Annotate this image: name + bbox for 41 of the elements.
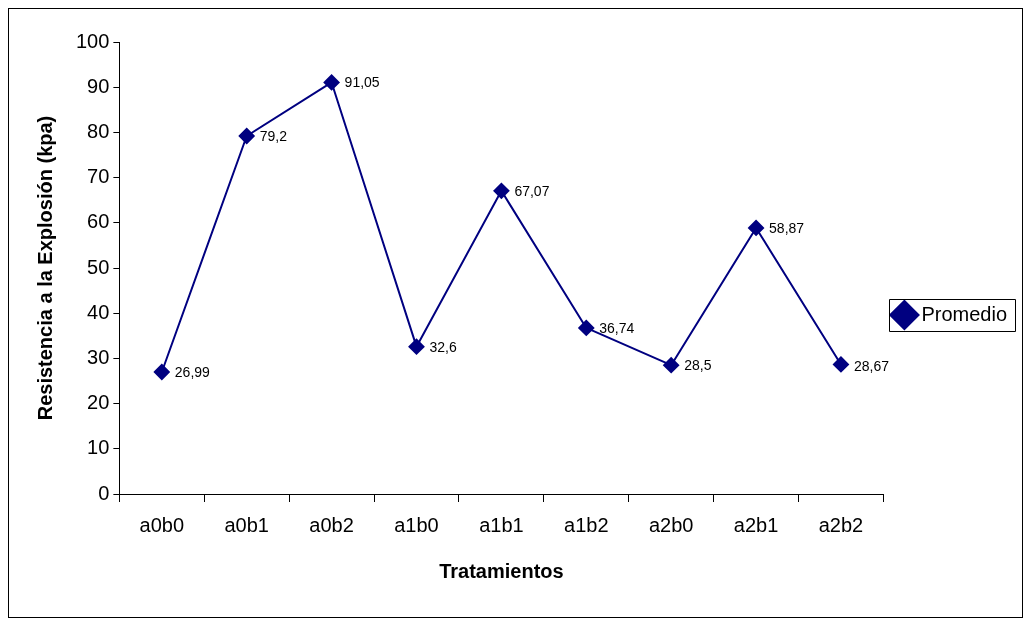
y-tick-label: 30 [87,345,110,368]
point [832,356,849,373]
data-label: 26,99 [174,363,211,380]
y-tick-label: 50 [87,255,110,278]
x-tick-label: a1b1 [479,513,524,536]
x-tick-label: a0b0 [139,513,185,536]
y-axis-title: Resistencia a la Explosión (kpa) [33,115,56,421]
y-tick-label: 40 [87,300,110,323]
data-label: 91,05 [344,74,380,91]
x-tick-label: a0b2 [309,513,354,536]
y-tick-label: 20 [87,391,110,414]
y-tick-label: 60 [87,210,110,233]
point [408,338,425,355]
point [323,74,340,91]
x-tick-label: a2b1 [733,513,779,536]
y-tick-label: 80 [87,119,110,142]
x-tick-label: a2b0 [648,513,694,536]
x-axis-title: Tratamientos [439,559,564,582]
data-label: 28,67 [853,358,890,375]
data-label: 32,6 [429,338,457,355]
data-label: 58,87 [769,219,805,236]
point [493,182,510,199]
y-tick-label: 0 [98,481,110,504]
point [748,219,765,236]
x-tick-label: a0b1 [224,513,269,536]
data-label: 28,5 [684,357,712,374]
data-label: 36,74 [599,319,635,336]
data-label: 79,2 [259,127,288,144]
y-tick-label: 10 [87,436,110,459]
y-tick-label: 90 [87,74,110,97]
x-tick-label: a1b2 [564,513,609,536]
legend-label: Promedio [921,302,1008,325]
point [153,364,170,381]
x-tick-label: a2b2 [818,513,864,536]
y-tick-label: 100 [75,29,110,52]
y-tick-label: 70 [87,165,110,188]
x-tick-label: a1b0 [394,513,439,536]
data-label: 67,07 [514,182,550,199]
point [578,319,595,336]
point [238,128,255,145]
point [663,357,680,374]
